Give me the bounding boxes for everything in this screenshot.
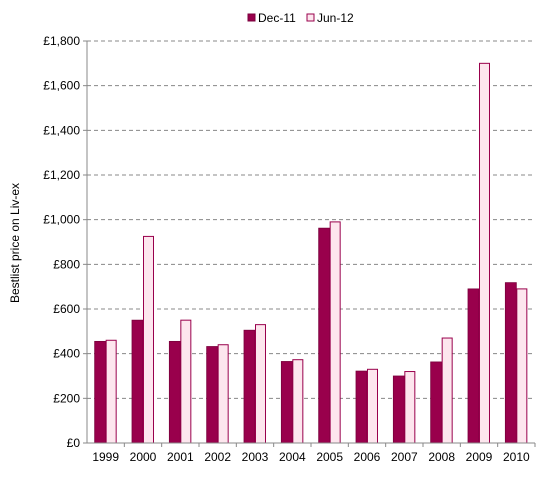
x-tick-label: 2010: [503, 450, 530, 464]
x-tick-label: 2007: [391, 450, 418, 464]
bar-dec-11: [467, 288, 480, 444]
y-tick-label: £1,400: [43, 123, 80, 137]
legend-swatch: [306, 13, 315, 22]
bar-jun-12: [516, 288, 528, 444]
bar-jun-12: [255, 324, 266, 444]
bar-jun-12: [292, 359, 304, 444]
bar-jun-12: [404, 371, 416, 444]
bar-dec-11: [243, 329, 256, 444]
y-tick-label: £1,200: [43, 168, 80, 182]
x-tick-labels: 1999 2000 2001 2002 2003 2004 2005 2006 2007 2008…: [92, 443, 536, 464]
bar-dec-11: [131, 319, 144, 444]
legend: Dec-11 Jun-12: [247, 11, 354, 25]
legend-swatch: [247, 13, 256, 22]
y-tick-label: £800: [53, 257, 80, 271]
bar-dec-11: [318, 227, 331, 444]
bar-dec-11: [355, 370, 368, 444]
y-tick-label: £1,600: [43, 79, 80, 93]
x-tick-label: 2003: [242, 450, 269, 464]
x-tick-label: 2002: [204, 450, 231, 464]
bar-jun-12: [441, 337, 453, 444]
y-axis-title: Bestlist price on Liv-ex: [8, 183, 22, 303]
x-tick-label: 1999: [92, 450, 119, 464]
bar-dec-11: [280, 361, 293, 444]
y-tick-label: £0: [67, 436, 81, 450]
y-tick-label: £400: [53, 347, 80, 361]
bar-jun-12: [180, 319, 192, 444]
legend-label: Jun-12: [317, 11, 354, 25]
y-tick-label: £200: [53, 391, 80, 405]
x-tick-label: 2004: [279, 450, 306, 464]
y-tick-label: £1,000: [43, 213, 80, 227]
x-tick-label: 2009: [466, 450, 493, 464]
bar-jun-12: [479, 62, 490, 444]
bar-jun-12: [105, 339, 117, 444]
bar-dec-11: [206, 346, 219, 444]
x-tick-label: 2005: [316, 450, 343, 464]
x-tick-label: 2000: [130, 450, 157, 464]
x-tick-label: 2001: [167, 450, 194, 464]
y-tick-label: £1,800: [43, 34, 80, 48]
y-tick-labels: £0 £200 £400 £600 £800 £1,000 £1,200 £1,400 £1,6…: [43, 34, 80, 450]
x-tick-label: 2006: [354, 450, 381, 464]
bar-dec-11: [94, 340, 107, 444]
gridlines: [83, 40, 535, 444]
bar-jun-12: [143, 235, 154, 444]
bar-dec-11: [504, 282, 517, 444]
bar-jun-12: [329, 221, 341, 444]
bar-jun-12: [217, 344, 229, 444]
bar-dec-11: [392, 375, 405, 444]
bars: [94, 62, 528, 444]
bar-dec-11: [168, 340, 181, 444]
bar-dec-11: [430, 361, 443, 444]
y-tick-label: £600: [53, 302, 80, 316]
bar-jun-12: [367, 368, 378, 444]
x-tick-label: 2008: [428, 450, 455, 464]
legend-label: Dec-11: [258, 11, 296, 25]
